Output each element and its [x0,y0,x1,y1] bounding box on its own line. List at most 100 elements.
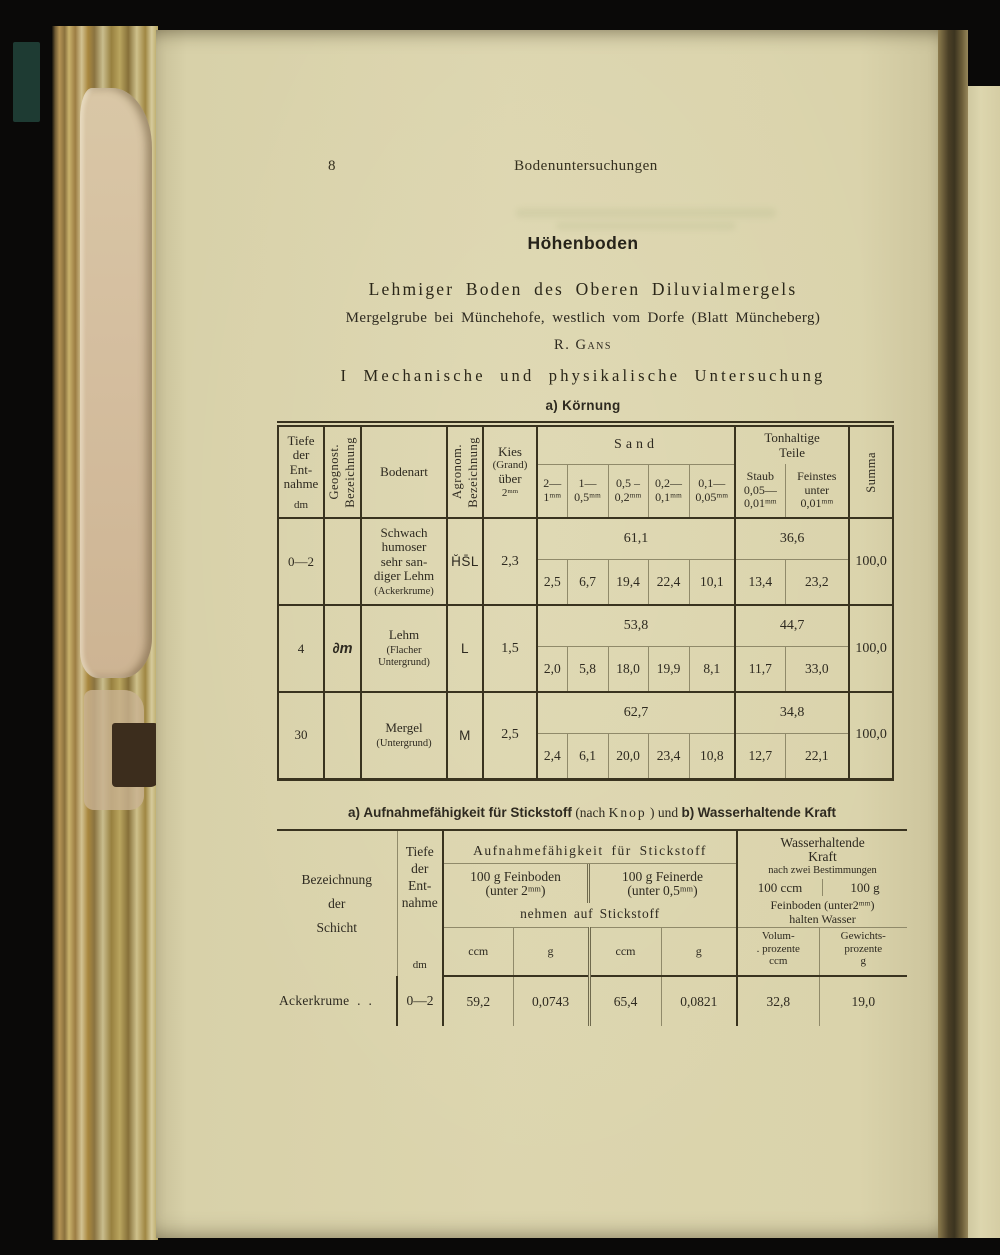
cell-sand-frac: 22,4 [648,559,690,605]
unit-dm: dm [293,498,309,511]
nehmen-label: nehmen auf Stickstoff [520,905,660,921]
cell-ton-total: 44,7 [735,604,851,647]
location-line: Mergelgrube bei Münchehofe, westlich vom… [345,310,821,326]
kornung-table: Tiefe der Ent- nahme dm Geognost. Bezeich… [277,425,895,781]
caption-a: a) [348,805,361,820]
cell-bodenart: Mergel (Untergrund) [361,691,448,779]
section-heading: I Mechanische und physikalische Untersuc… [340,366,826,385]
caption-wasser: Wasserhaltende Kraft [697,805,836,820]
cell-ton-total: 34,8 [735,691,851,734]
sand-range-header: 2— 1ᵐᵐ [537,464,568,518]
sand-range-header: 0,5 –0,2ᵐᵐ [608,464,649,518]
cell-sand-frac: 2,5 [537,559,568,605]
bestimmungen-label: nach zwei Bestimmungen [768,864,877,876]
unit-volumprozente: Volum- . prozente ccm [737,927,820,978]
col-header-geognost: Geognost. Bezeichnung [324,426,362,518]
cell-bodenart: Lehm (Flacher Untergrund) [361,604,448,692]
cell-agronom: M [447,691,484,779]
table-row: 30 Mergel (Untergrund) M 2,5 62,7 34,8 1… [278,691,894,779]
col-header-agronom: Agronom. Bezeichnung [447,426,484,518]
caption-b: b) [681,805,695,820]
cell-schicht-name: Ackerkrume . . [279,993,373,1008]
book-page: 8 Bodenuntersuchungen Höhenboden Lehmige… [156,30,938,1238]
table-row: Ackerkrume . . 0—2 59,2 0,0743 65,4 0,08… [277,976,907,1026]
cell-sand-frac: 2,0 [537,646,568,692]
cell-summa: 100,0 [849,517,894,605]
cell-summa: 100,0 [849,604,894,692]
header-line: nahme [283,476,319,491]
header-line: Tiefe [287,432,315,448]
cell-sand-frac: 2,4 [537,733,568,779]
header-line: Ent- [289,461,313,477]
table-row-values: 2,0 5,8 18,0 19,9 8,1 11,7 33,0 [278,646,893,692]
vertical-label: Agronom. Bezeichnung [449,436,480,508]
table1-header-row-2: 2— 1ᵐᵐ 1— 0,5ᵐᵐ 0,5 –0,2ᵐᵐ 0,2— 0,1ᵐᵐ 0,1— 0… [278,464,893,518]
ton-range-header: Feinstes unter 0,01ᵐᵐ [785,464,851,518]
cell-ton-frac: 22,1 [785,733,851,779]
col-header-summa: Summa [863,451,878,493]
group-header-wasserhaltende: Wasserhaltende Kraft nach zwei Bestimmung… [737,830,907,928]
header-line: der [292,447,310,462]
torn-spine-paper [80,88,152,678]
col-header-tiefe: Tiefe der Ent- nahme dm [278,426,325,518]
kornung-table-wrap: Tiefe der Ent- nahme dm Geognost. Bezeich… [277,421,895,781]
cell-ton-frac: 23,2 [785,559,851,605]
table1-caption: a) Körnung [545,398,621,413]
unit-ccm: ccm [589,927,662,978]
cell-sand-total: 62,7 [537,691,737,734]
cell-sand-frac: 5,8 [567,646,609,692]
sand-range-header: 0,2— 0,1ᵐᵐ [648,464,690,518]
cell-geognost [324,691,362,779]
feinerde-header: 100 g Feinerde (unter 0,5ᵐᵐ) [622,868,703,899]
cell-sand-frac: 8,1 [689,646,737,692]
unit-ccm: ccm [443,927,514,978]
cell-ton-frac: 33,0 [785,646,851,692]
table2-units-row: ccm g ccm g Volum- . prozente ccm Gewich… [277,927,908,978]
subtitle: Lehmiger Boden des Oberen Diluvialmergel… [368,279,798,299]
cell-tiefe: 0—2 [396,976,444,1026]
page-gutter-shadow [938,30,968,1238]
unit-dm: dm [412,959,427,971]
table-row: 0—2 Schwach humoser sehr san- diger Lehm… [278,517,894,605]
ink-showthrough [516,208,776,218]
cell-value: 19,0 [851,993,876,1009]
col-header-tiefe: Tiefe der Ent- nahme dm [397,830,444,976]
scanner-artifact [13,42,40,122]
cell-tiefe: 30 [278,691,325,779]
unit-g: g [513,927,591,978]
cell-ton-total: 36,6 [735,517,851,560]
cell-sand-frac: 23,4 [648,733,690,779]
stickstoff-wasser-table: Bezeichnung der Schicht Tiefe der Ent- n… [277,829,908,1026]
ton-range-header: Staub 0,05— 0,01ᵐᵐ [735,464,786,518]
cell-sand-frac: 19,4 [608,559,649,605]
cell-sand-total: 53,8 [537,604,737,647]
cell-kies: 2,5 [483,691,538,779]
cell-sand-frac: 10,1 [689,559,737,605]
running-title: Bodenuntersuchungen [514,158,658,174]
unit-g: g [661,927,738,978]
table2-header-row: Bezeichnung der Schicht Tiefe der Ent- n… [277,830,907,976]
cell-kies: 2,3 [483,517,538,605]
cell-value: 32,8 [737,976,820,1026]
group-header-stickstoff: Aufnahmefähigkeit für Stickstoff 100 g F… [443,830,738,928]
col-header-bodenart: Bodenart [361,426,448,518]
cell-ton-frac: 11,7 [735,646,786,692]
table1-header-row-1: Tiefe der Ent- nahme dm Geognost. Bezeich… [278,426,893,518]
spine-dark-mark [112,723,160,787]
col-header-kies: Kies (Grand) über 2ᵐᵐ [483,426,538,518]
group-header-tonhaltige: Tonhaltige Teile [735,426,851,464]
facing-page-edge [968,86,1000,1238]
cell-sand-frac: 6,7 [567,559,609,605]
stickstoff-title: Aufnahmefähigkeit für Stickstoff [444,837,736,864]
cell-sand-frac: 20,0 [608,733,649,779]
cell-value: 65,4 [589,976,662,1026]
cell-sand-frac: 19,9 [648,646,690,692]
cell-ton-frac: 13,4 [735,559,786,605]
caption-und: ) und [650,805,679,820]
cell-kies: 1,5 [483,604,538,692]
unit-gewichtsprozente: Gewichts- prozente g [819,927,908,978]
cell-value: 0,0743 [513,976,591,1026]
group-header-sand: Sand [537,426,737,465]
cell-sand-frac: 18,0 [608,646,649,692]
